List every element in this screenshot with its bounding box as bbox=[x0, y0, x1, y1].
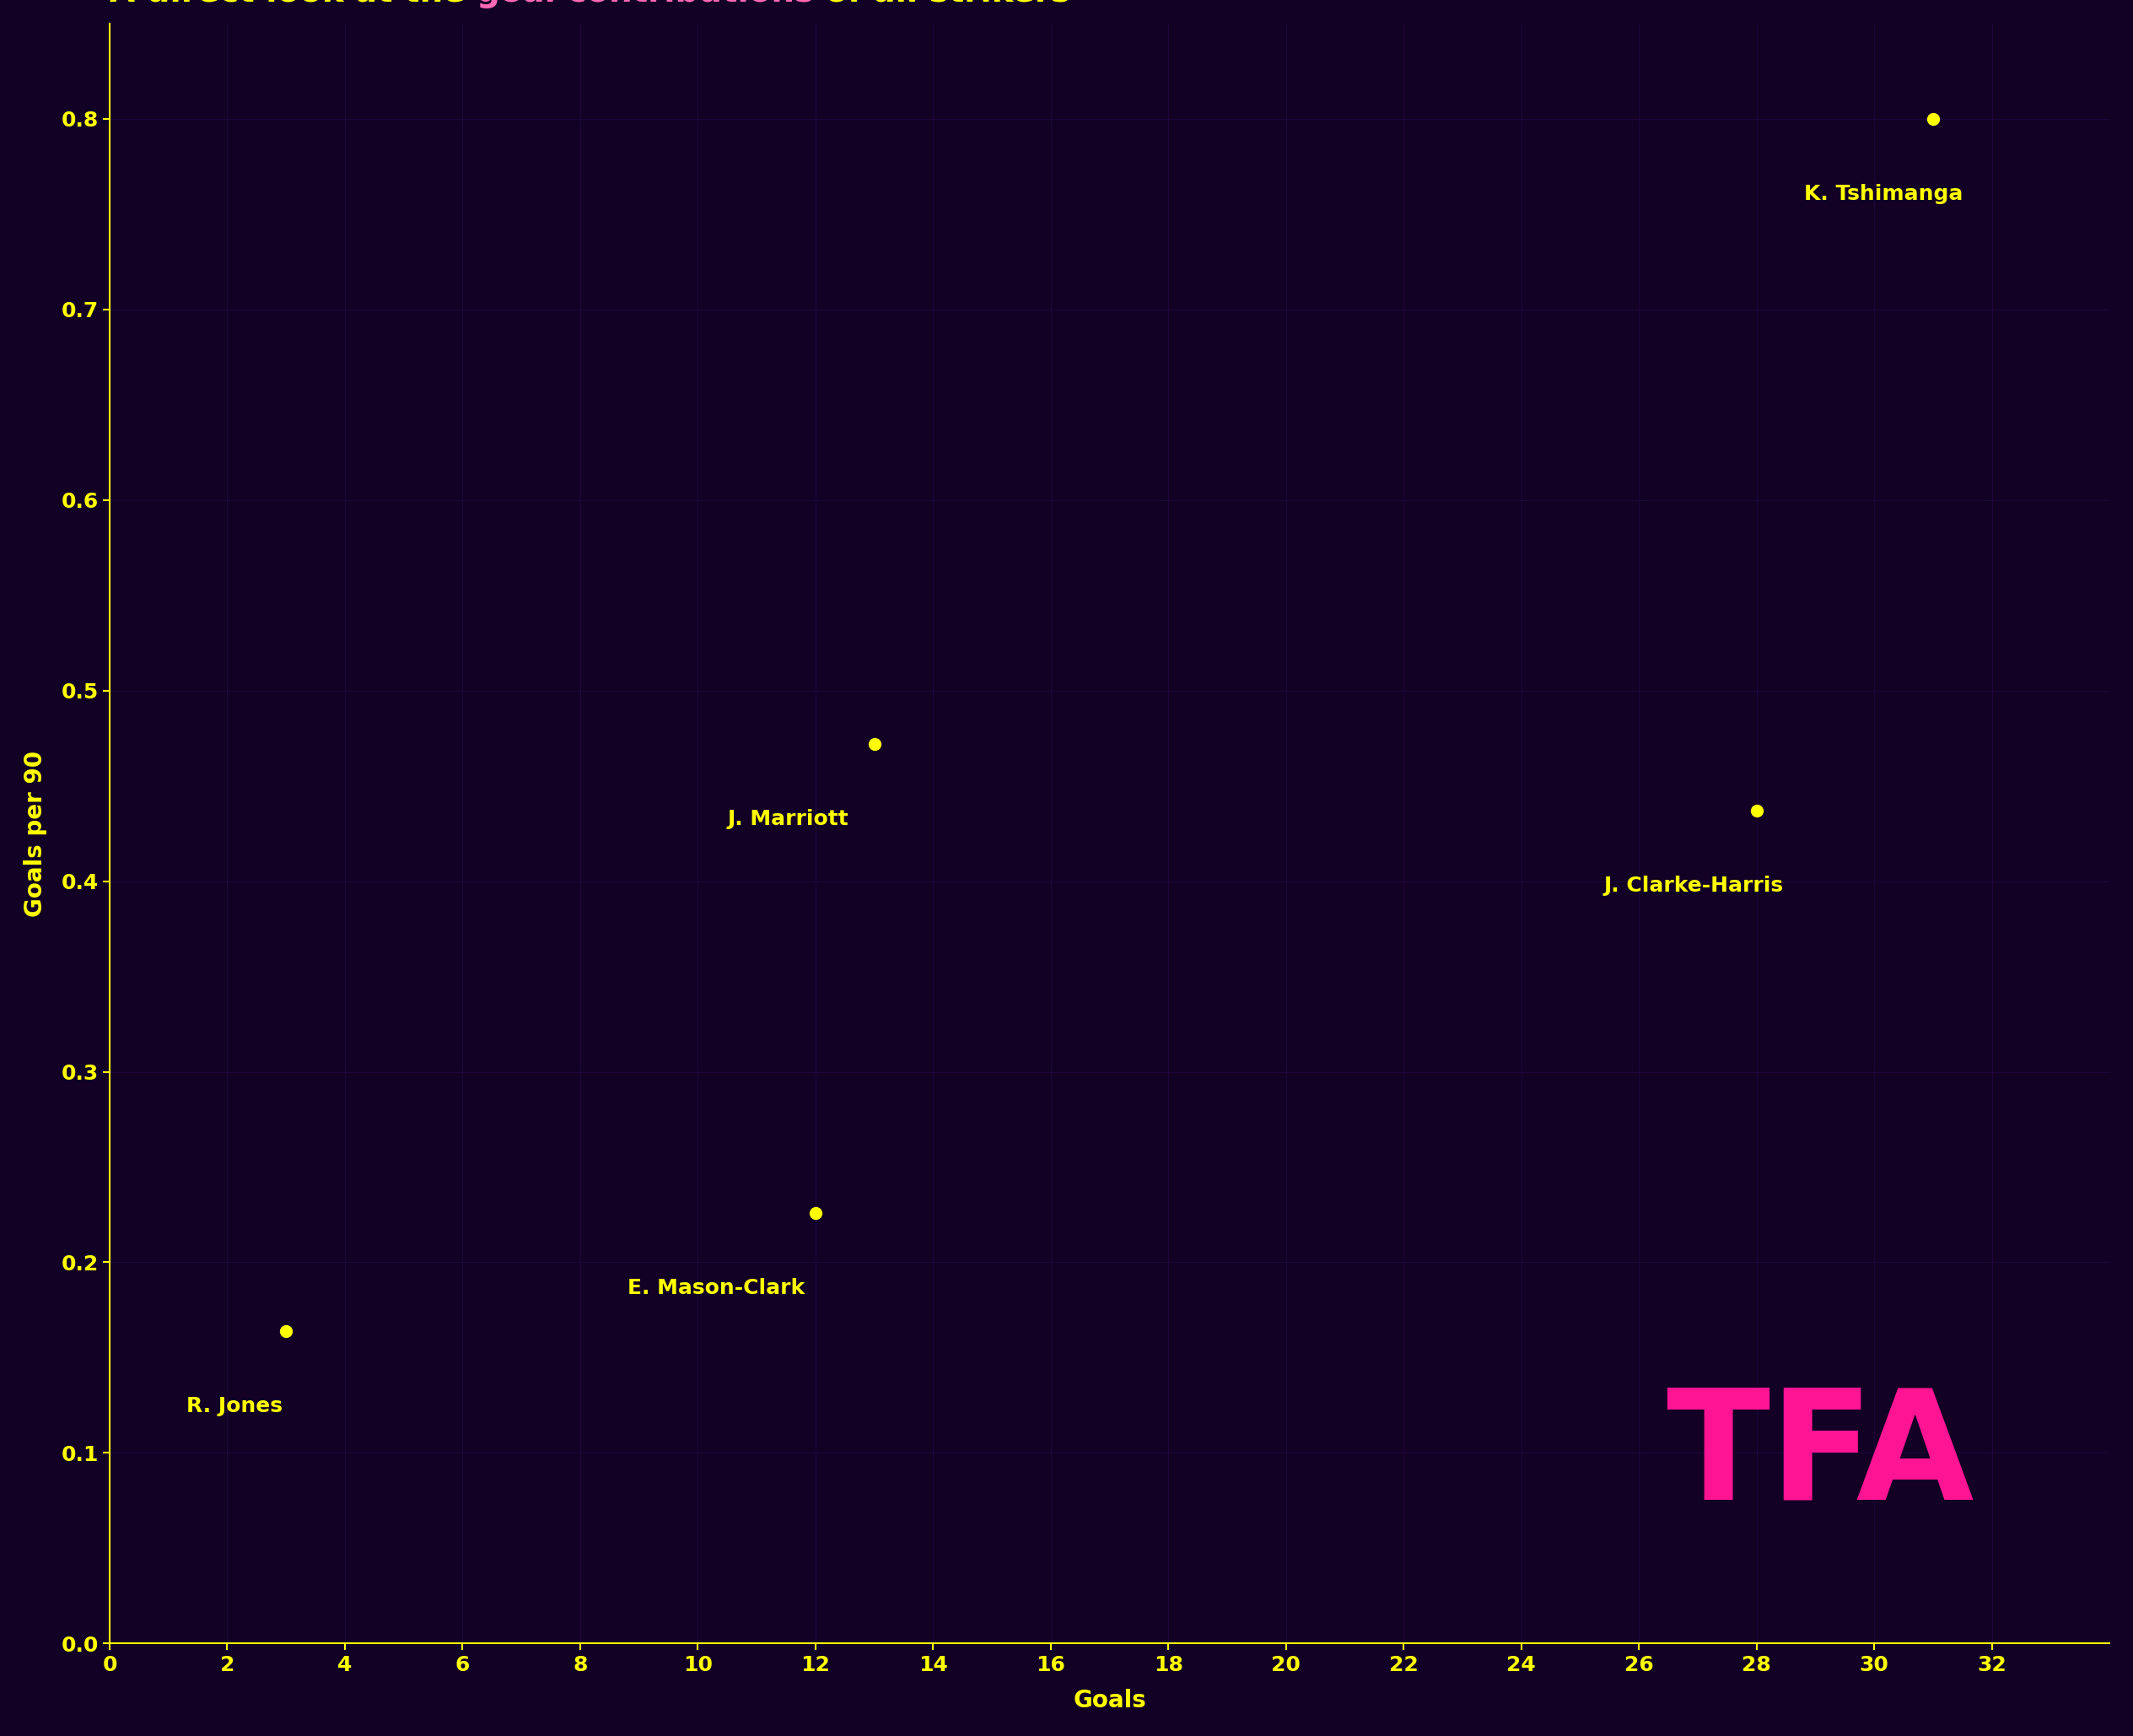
Point bbox=[798, 1200, 832, 1227]
Point bbox=[1915, 104, 1950, 132]
Text: J. Marriott: J. Marriott bbox=[727, 809, 849, 830]
Text: R. Jones: R. Jones bbox=[186, 1396, 282, 1417]
Point bbox=[269, 1318, 303, 1345]
Text: TFA: TFA bbox=[1666, 1384, 1973, 1531]
Text: E. Mason-Clark: E. Mason-Clark bbox=[627, 1278, 804, 1299]
Point bbox=[1741, 797, 1775, 825]
Text: K. Tshimanga: K. Tshimanga bbox=[1805, 184, 1962, 203]
Text: of all strikers: of all strikers bbox=[815, 0, 1071, 9]
X-axis label: Goals: Goals bbox=[1073, 1689, 1145, 1713]
Text: A direct look at the: A direct look at the bbox=[109, 0, 476, 9]
Point bbox=[857, 731, 892, 759]
Text: goal contributions: goal contributions bbox=[476, 0, 815, 9]
Text: J. Clarke-Harris: J. Clarke-Harris bbox=[1604, 875, 1783, 896]
Y-axis label: Goals per 90: Goals per 90 bbox=[23, 750, 47, 917]
